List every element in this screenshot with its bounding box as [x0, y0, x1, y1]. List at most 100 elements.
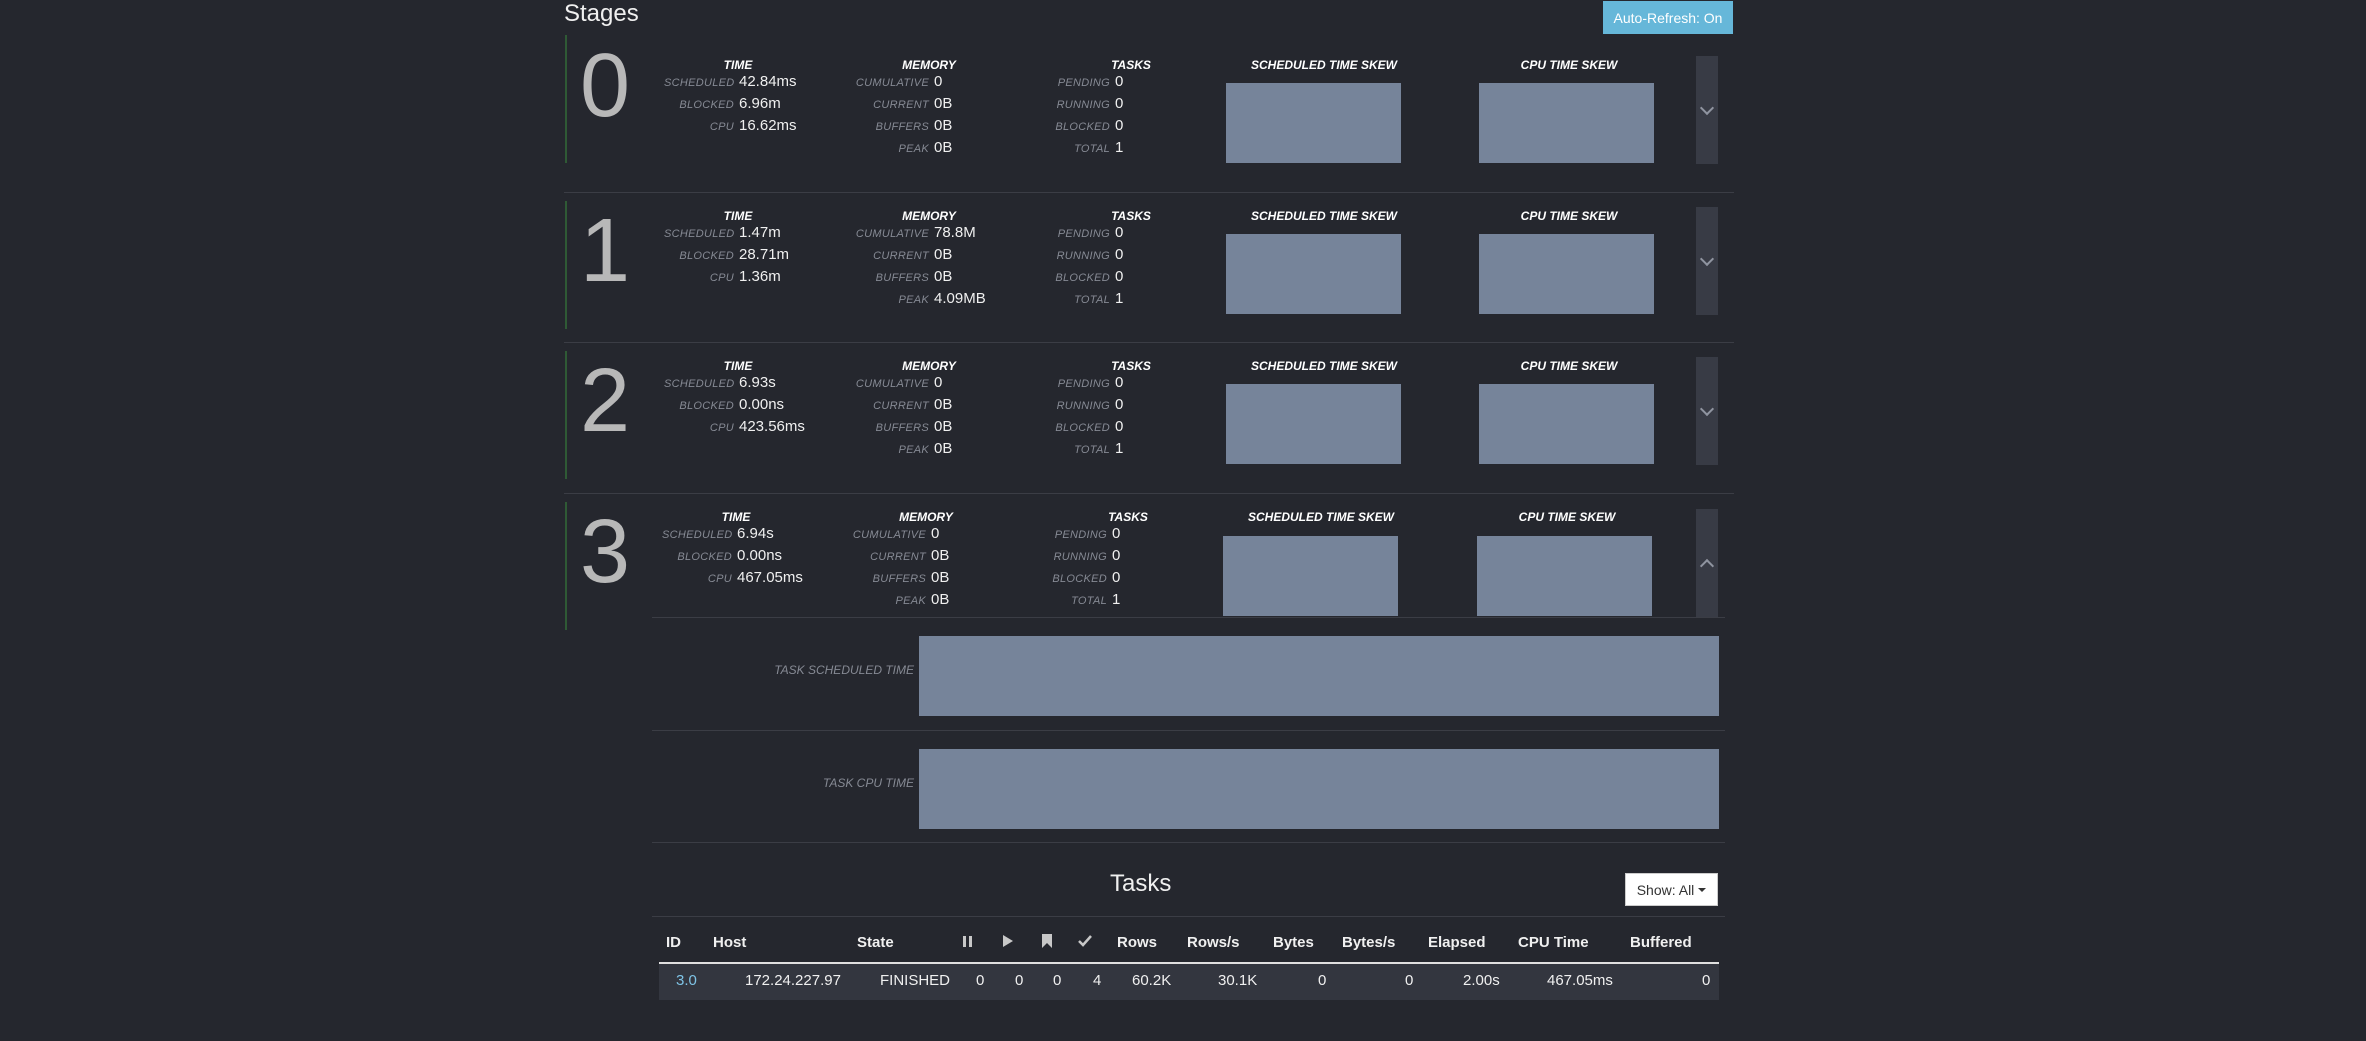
scheduled-skew-heading: SCHEDULED TIME SKEW	[1250, 359, 1397, 373]
blocked-label: BLOCKED	[679, 250, 734, 262]
tasks-heading: TASKS	[1111, 359, 1151, 373]
cumulative-value: 0	[934, 73, 943, 90]
buffers-label: BUFFERS	[875, 272, 929, 284]
memory-heading: MEMORY	[902, 359, 956, 373]
col-header-state[interactable]: State	[857, 934, 894, 951]
pending-value: 0	[1112, 525, 1121, 542]
col-header-id[interactable]: ID	[666, 934, 681, 951]
col-header-buffered[interactable]: Buffered	[1630, 934, 1692, 951]
memory-heading: MEMORY	[902, 209, 956, 223]
cumulative-label: CUMULATIVE	[855, 77, 929, 89]
task-bytes-per-sec: 0	[1405, 972, 1414, 989]
collapse-toggle[interactable]	[1696, 509, 1718, 617]
task-rows: 60.2K	[1132, 972, 1172, 989]
total-label: TOTAL	[1074, 444, 1110, 456]
col-header-cpu-time[interactable]: CPU Time	[1518, 934, 1589, 951]
cpu-value: 423.56ms	[739, 418, 805, 435]
buffers-value: 0B	[934, 117, 953, 134]
running-value: 0	[1115, 396, 1124, 413]
stage-status-bar	[565, 351, 567, 479]
current-value: 0B	[931, 547, 950, 564]
blocked-label: BLOCKED	[679, 99, 734, 111]
time-heading: TIME	[721, 510, 751, 524]
pause-icon[interactable]	[962, 933, 974, 949]
scheduled-label: SCHEDULED	[664, 378, 735, 390]
expand-toggle[interactable]	[1696, 207, 1718, 315]
stage-divider	[564, 192, 1734, 193]
show-filter-dropdown[interactable]: Show: All	[1625, 873, 1718, 906]
scheduled-value: 42.84ms	[739, 73, 797, 90]
expand-toggle[interactable]	[1696, 56, 1718, 164]
time-heading: TIME	[723, 359, 753, 373]
auto-refresh-button[interactable]: Auto-Refresh: On	[1603, 1, 1733, 34]
col-header-rows-per-sec[interactable]: Rows/s	[1187, 934, 1240, 951]
cpu-skew-heading: CPU TIME SKEW	[1520, 58, 1618, 72]
peak-value: 0B	[934, 139, 953, 156]
col-header-elapsed[interactable]: Elapsed	[1428, 934, 1486, 951]
scheduled-value: 6.93s	[739, 374, 776, 391]
scheduled-label: SCHEDULED	[664, 228, 735, 240]
col-header-host[interactable]: Host	[713, 934, 747, 951]
total-value: 1	[1115, 139, 1124, 156]
total-value: 1	[1112, 591, 1121, 608]
running-label: RUNNING	[1056, 99, 1110, 111]
tasks-heading: TASKS	[1108, 510, 1148, 524]
scheduled-skew-heading: SCHEDULED TIME SKEW	[1250, 58, 1397, 72]
current-value: 0B	[934, 246, 953, 263]
blocked-value: 0.00ns	[739, 396, 785, 413]
task-state: FINISHED	[880, 972, 951, 989]
cpu-skew-heading: CPU TIME SKEW	[1520, 359, 1618, 373]
blocked-tasks-label: BLOCKED	[1052, 573, 1107, 585]
scheduled-label: SCHEDULED	[664, 77, 735, 89]
col-header-bytes[interactable]: Bytes	[1273, 934, 1314, 951]
detail-divider	[652, 617, 1725, 618]
total-label: TOTAL	[1071, 595, 1107, 607]
table-row	[659, 964, 1719, 1000]
stage-id: 3	[580, 502, 631, 602]
peak-label: PEAK	[895, 595, 926, 607]
blocked-label: BLOCKED	[679, 400, 734, 412]
time-heading: TIME	[723, 58, 753, 72]
task-finished-count: 4	[1093, 972, 1102, 989]
stage-row: 3 TIME SCHEDULED 6.94s BLOCKED 0.00ns CPU 4…	[564, 487, 1734, 638]
cpu-label: CPU	[709, 272, 734, 284]
running-value: 0	[1115, 246, 1124, 263]
detail-divider	[652, 842, 1725, 843]
table-header-underline	[659, 962, 1719, 964]
pending-value: 0	[1115, 374, 1124, 391]
cpu-skew-chart	[1479, 83, 1654, 163]
memory-heading: MEMORY	[902, 58, 956, 72]
blocked-value: 6.96m	[739, 95, 781, 112]
stage-id: 2	[580, 351, 631, 451]
cpu-skew-chart	[1479, 234, 1654, 314]
stage-divider	[564, 493, 1734, 494]
peak-value: 0B	[931, 591, 950, 608]
play-icon[interactable]	[1002, 933, 1014, 949]
cumulative-label: CUMULATIVE	[852, 529, 926, 541]
task-bytes: 0	[1318, 972, 1327, 989]
current-value: 0B	[934, 396, 953, 413]
bookmark-icon[interactable]	[1041, 933, 1053, 949]
scheduled-skew-chart	[1226, 384, 1401, 464]
pending-value: 0	[1115, 73, 1124, 90]
running-label: RUNNING	[1056, 400, 1110, 412]
running-value: 0	[1112, 547, 1121, 564]
expand-toggle[interactable]	[1696, 357, 1718, 465]
detail-divider	[652, 730, 1725, 731]
current-label: CURRENT	[873, 99, 929, 111]
scheduled-skew-chart	[1223, 536, 1398, 616]
cpu-skew-heading: CPU TIME SKEW	[1520, 209, 1618, 223]
task-id-link[interactable]: 3.0	[676, 972, 697, 989]
cpu-label: CPU	[709, 121, 734, 133]
peak-label: PEAK	[898, 143, 929, 155]
show-filter-label: Show: All	[1636, 881, 1695, 898]
scheduled-skew-heading: SCHEDULED TIME SKEW	[1247, 510, 1394, 524]
buffers-value: 0B	[934, 418, 953, 435]
scheduled-label: SCHEDULED	[662, 529, 733, 541]
task-running-count: 0	[1015, 972, 1024, 989]
running-label: RUNNING	[1056, 250, 1110, 262]
check-icon[interactable]	[1077, 933, 1093, 949]
col-header-rows[interactable]: Rows	[1117, 934, 1158, 951]
cpu-label: CPU	[707, 573, 732, 585]
col-header-bytes-per-sec[interactable]: Bytes/s	[1342, 934, 1396, 951]
